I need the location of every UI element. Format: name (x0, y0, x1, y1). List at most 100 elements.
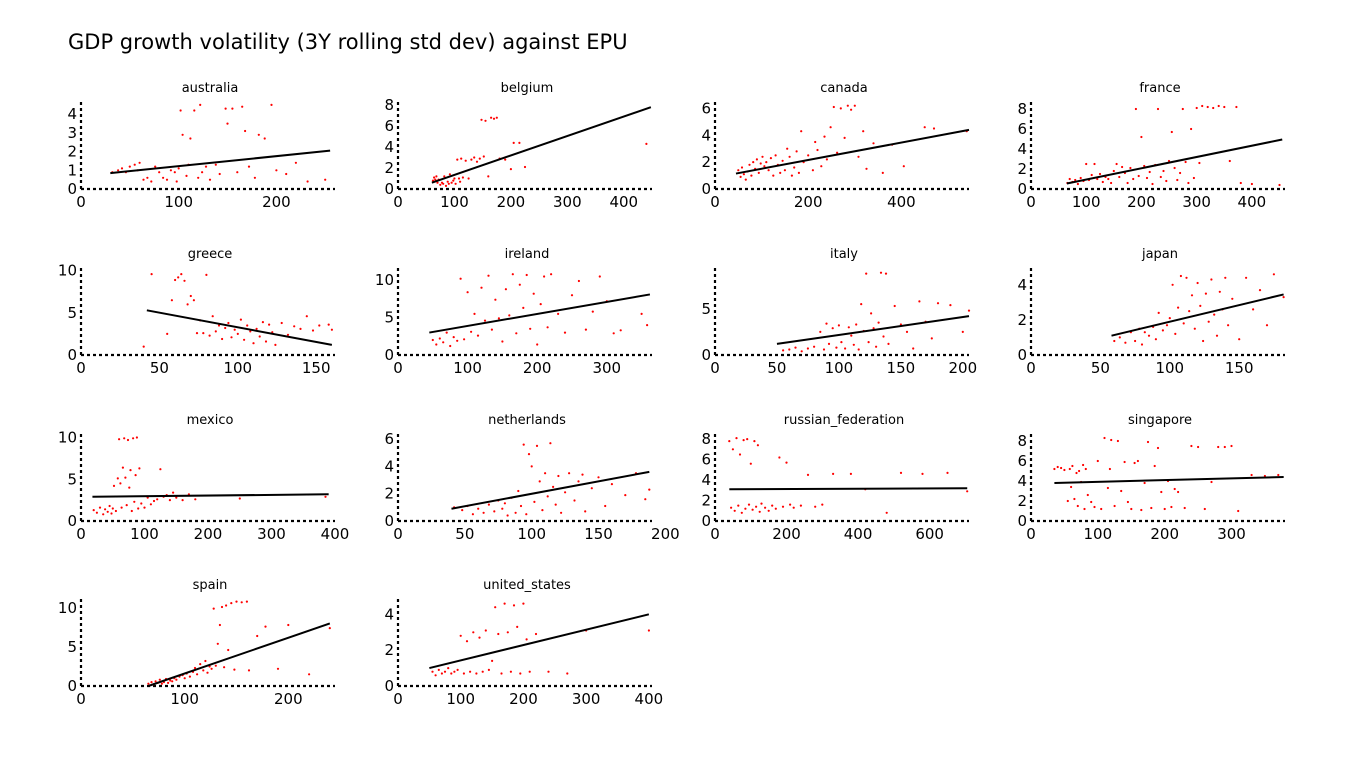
data-point (728, 440, 731, 443)
data-point (233, 328, 236, 331)
data-point (763, 165, 766, 168)
data-point (1183, 506, 1186, 510)
data-point (167, 681, 170, 685)
data-point (547, 670, 550, 673)
data-point (546, 326, 549, 329)
data-point (129, 469, 132, 472)
data-point (264, 340, 268, 343)
data-point (1148, 170, 1151, 174)
data-point (1156, 446, 1160, 450)
data-point (740, 511, 743, 514)
data-point (1231, 297, 1234, 300)
data-point (285, 172, 288, 176)
x-tick-label: 100 (825, 359, 854, 377)
data-point (149, 503, 152, 506)
data-point (648, 488, 651, 491)
data-point (753, 440, 756, 443)
data-point (216, 642, 219, 645)
data-point (946, 471, 949, 474)
data-point (774, 154, 777, 157)
x-tick-label: 150 (1225, 359, 1254, 377)
data-point (1250, 182, 1253, 186)
data-point (563, 331, 567, 334)
data-point (1197, 445, 1200, 449)
data-point (786, 147, 789, 150)
data-point (204, 165, 208, 168)
data-point (739, 175, 742, 178)
data-point (640, 312, 643, 315)
data-point (865, 167, 868, 170)
data-point (1199, 304, 1202, 307)
data-point (168, 499, 171, 502)
data-point (1157, 311, 1160, 314)
data-point (192, 299, 195, 302)
y-tick-label: 0 (67, 180, 77, 198)
data-point (434, 178, 437, 181)
data-point (327, 323, 330, 326)
data-point (793, 166, 796, 169)
data-point (238, 497, 241, 500)
data-point (857, 348, 860, 351)
data-point (566, 672, 569, 675)
data-point (850, 108, 853, 111)
data-point (124, 476, 127, 479)
data-point (610, 483, 614, 486)
data-point (189, 137, 192, 140)
data-point (172, 491, 175, 494)
fit-line (146, 309, 333, 346)
x-tick-label: 0 (76, 193, 86, 211)
fit-line (429, 613, 650, 670)
data-point (552, 485, 555, 488)
data-point (484, 119, 487, 122)
data-point (735, 437, 738, 440)
x-tick-label: 100 (517, 525, 546, 543)
data-point (1129, 166, 1132, 170)
data-point (447, 667, 450, 670)
fit-line (735, 128, 970, 175)
data-point (1073, 497, 1076, 501)
data-point (759, 162, 762, 165)
data-point (170, 299, 173, 302)
data-point (244, 129, 247, 133)
data-point (306, 180, 309, 183)
data-point (748, 163, 751, 166)
data-point (1192, 176, 1195, 180)
data-point (330, 328, 333, 331)
data-point (525, 273, 528, 277)
x-tick-label: 100 (164, 193, 193, 211)
x-tick-label: 150 (887, 359, 916, 377)
data-point (473, 312, 476, 315)
data-point (839, 107, 842, 110)
data-point (142, 345, 145, 348)
data-point (481, 670, 484, 673)
data-point (1100, 507, 1103, 511)
data-point (169, 679, 172, 682)
data-point (494, 606, 497, 609)
data-point (120, 167, 124, 170)
data-point (829, 126, 832, 129)
data-point (1179, 171, 1182, 175)
data-point (1118, 175, 1121, 179)
data-point (202, 669, 205, 672)
x-tick-label: 150 (584, 525, 613, 543)
data-point (814, 140, 817, 144)
x-tick-label: 0 (1026, 525, 1036, 543)
data-point (169, 169, 172, 172)
data-point (1118, 336, 1121, 339)
panel-united-states: united_states 0 100 200 300 400 0 2 4 (384, 578, 663, 708)
data-point (823, 135, 826, 138)
data-point (231, 107, 234, 110)
data-point (464, 159, 467, 162)
data-point (872, 327, 875, 330)
data-point (783, 169, 787, 172)
y-tick-label: 5 (67, 470, 77, 488)
data-point (110, 512, 113, 515)
data-point (114, 509, 117, 513)
data-point (1151, 182, 1154, 186)
data-point (1153, 464, 1156, 468)
data-point (850, 334, 853, 337)
data-point (146, 176, 149, 179)
data-point (449, 344, 452, 348)
data-point (230, 602, 233, 605)
